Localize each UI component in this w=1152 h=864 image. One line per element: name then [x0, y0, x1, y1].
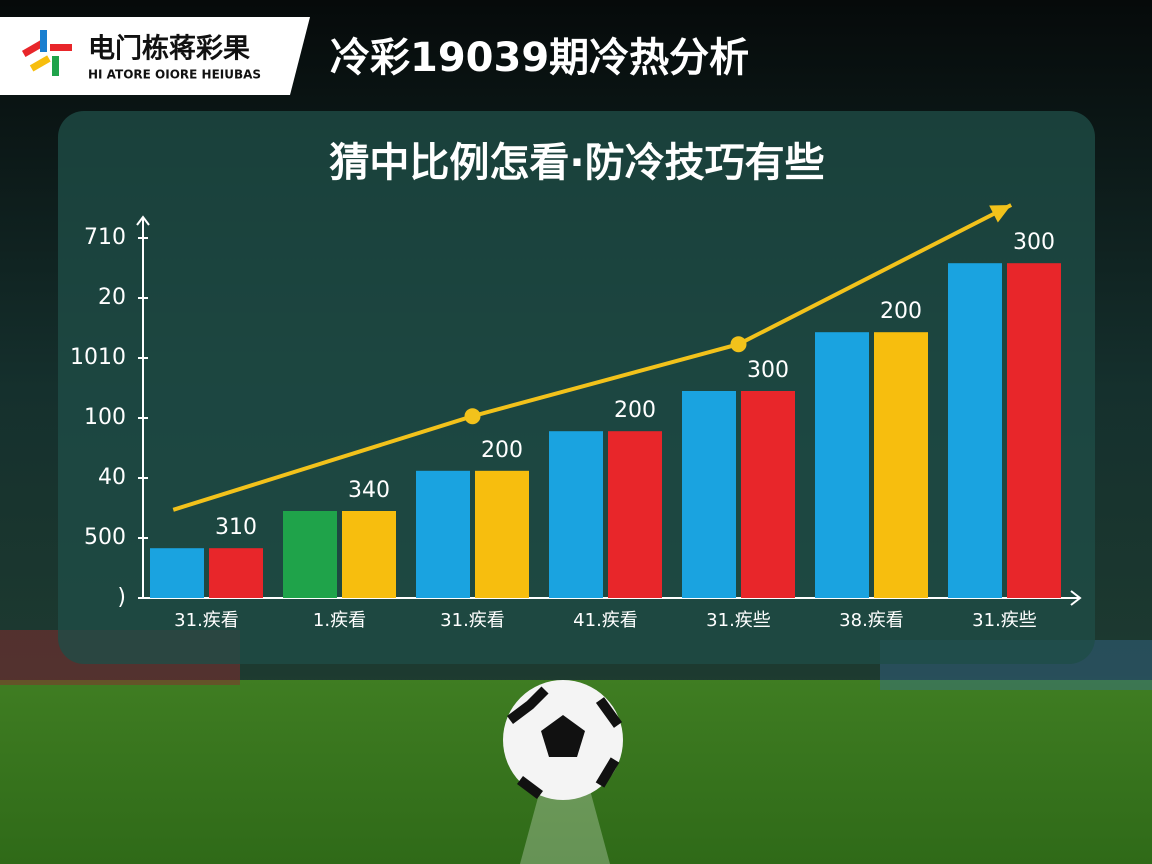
bar: [948, 263, 1002, 598]
x-tick-label: 31.疾些: [972, 610, 1037, 631]
pitch-line: [520, 790, 610, 864]
chart-title: 猜中比例怎看·防冷技巧有些: [329, 140, 824, 186]
trend-line: [172, 203, 1013, 512]
y-tick-label: 500: [84, 525, 126, 550]
y-tick-label: 1010: [70, 345, 126, 370]
page-title: 冷彩19039期冷热分析: [330, 35, 749, 81]
brand-sub: HI ATORE OIORE HEIUBAS: [88, 68, 261, 82]
y-tick-label: ): [117, 585, 126, 610]
bar: [209, 548, 263, 598]
bar-label: 200: [880, 299, 922, 324]
bar: [416, 470, 470, 598]
bar: [608, 431, 662, 598]
y-axis-arrow: [136, 215, 150, 226]
trend-point: [730, 336, 747, 353]
bar: [283, 511, 337, 598]
bar: [815, 332, 869, 598]
bar: [682, 391, 736, 598]
bar-label: 200: [481, 438, 523, 463]
bar-label: 300: [1013, 230, 1055, 255]
x-tick-label: 41.疾看: [573, 610, 638, 631]
bar-label: 310: [215, 515, 257, 540]
trend-point: [464, 408, 481, 425]
bar: [874, 332, 928, 598]
bar: [549, 431, 603, 598]
ball: [503, 680, 623, 800]
x-tick-label: 1.疾看: [313, 610, 366, 631]
bar-label: 300: [747, 358, 789, 383]
bar-label: 340: [348, 478, 390, 503]
x-axis-arrow: [1070, 590, 1082, 606]
plot: ) 500 40 100 1010 20 710 31.疾看 310 1.疾看 340 31.疾看 20…: [70, 203, 1082, 631]
brand-box: [0, 17, 310, 95]
y-tick-label: 40: [98, 465, 126, 490]
bar: [741, 391, 795, 598]
x-tick-label: 38.疾看: [839, 610, 904, 631]
y-tick-label: 20: [98, 285, 126, 310]
x-tick-label: 31.疾些: [706, 610, 771, 631]
bar: [475, 470, 529, 598]
bar: [150, 548, 204, 598]
x-tick-label: 31.疾看: [440, 610, 505, 631]
logo: [21, 30, 72, 76]
y-tick-label: 710: [84, 225, 126, 250]
x-tick-label: 31.疾看: [174, 610, 239, 631]
y-tick-label: 100: [84, 405, 126, 430]
brand-name: 电门栋蒋彩果: [88, 33, 250, 65]
trend-arrow: [989, 205, 1012, 223]
bar: [1007, 263, 1061, 598]
bar: [342, 511, 396, 598]
bar-label: 200: [614, 398, 656, 423]
